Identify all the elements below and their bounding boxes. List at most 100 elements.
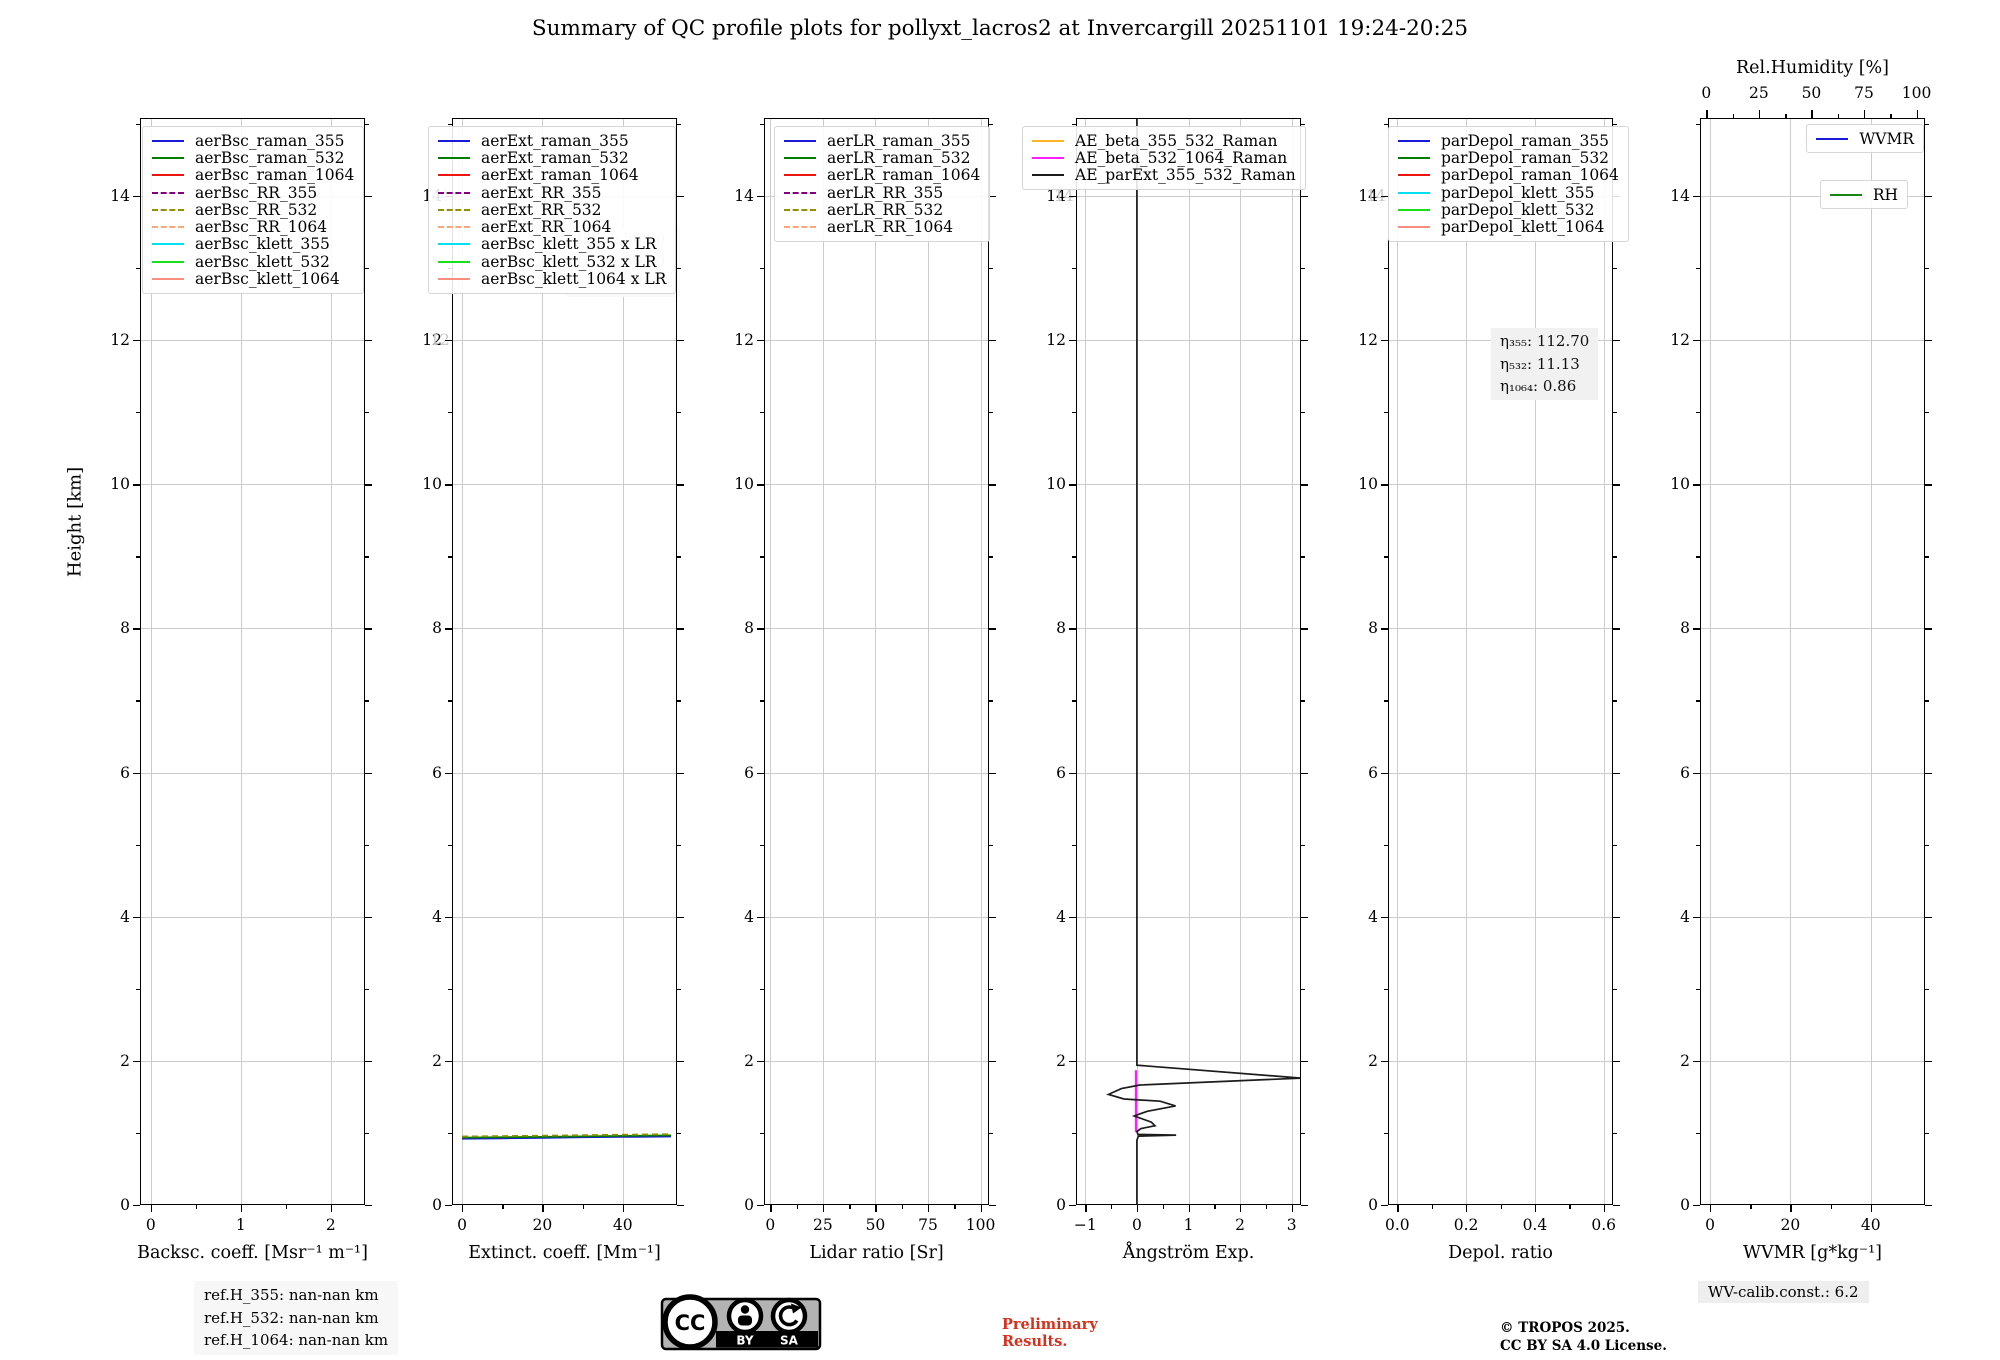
- series-line-aerExt_RR_532: [461, 1133, 672, 1138]
- legend-line-sample: [1032, 156, 1064, 159]
- gridline-v: [928, 118, 930, 1205]
- preliminary-line-2: Results.: [1002, 1333, 1068, 1351]
- tick-mark: [757, 772, 764, 774]
- gridline-h: [452, 1060, 677, 1062]
- panel-depol: 0 2 4 6 8 10 12 14 14 0.0 0.2 0.4 0.6 Depol. ratio par…: [1358, 118, 1629, 1263]
- ref-h-1064: ref.H_1064: nan-nan km: [204, 1331, 389, 1349]
- tick-mark: [989, 1205, 996, 1207]
- tick-mark: [1301, 1132, 1305, 1135]
- tick-mark: [1384, 700, 1388, 702]
- tick-mark: [1696, 988, 1700, 991]
- y-tick-label: 2: [1056, 1051, 1066, 1070]
- y-tick-label: 14: [110, 186, 130, 205]
- tick-mark: [1864, 110, 1866, 118]
- x-axis-label-wvmr: WVMR [g*kg⁻¹]: [1743, 1243, 1882, 1263]
- gridline-v: [1085, 118, 1087, 1205]
- tick-mark: [1381, 340, 1388, 342]
- tick-mark: [1301, 988, 1305, 991]
- tick-mark: [980, 1205, 982, 1212]
- gridline-h: [140, 340, 365, 341]
- tick-mark: [1162, 1205, 1165, 1209]
- tick-mark: [1693, 772, 1700, 774]
- gridline-h: [140, 1060, 365, 1062]
- tick-mark: [796, 1205, 798, 1209]
- legend-line-sample: [152, 260, 184, 263]
- tick-mark: [365, 844, 369, 846]
- tick-mark: [1085, 1205, 1087, 1212]
- tick-mark: [1069, 772, 1076, 774]
- legend-item: aerExt_raman_532: [438, 149, 666, 167]
- tick-mark: [365, 916, 372, 919]
- legend-label: aerBsc_RR_1064: [195, 218, 328, 237]
- tick-mark: [989, 267, 993, 270]
- legend-lidar_ratio: aerLR_raman_355 aerLR_raman_532 aerLR_rama…: [774, 126, 991, 242]
- tick-mark: [136, 412, 140, 414]
- tick-mark: [677, 916, 684, 919]
- tick-mark: [136, 556, 140, 558]
- tick-mark: [1265, 1205, 1268, 1209]
- tick-mark: [1925, 412, 1929, 414]
- legend-label: aerLR_raman_355: [827, 131, 971, 150]
- tick-mark: [1381, 195, 1388, 198]
- tick-mark: [1072, 123, 1076, 126]
- tick-mark: [133, 484, 140, 486]
- legend-label: aerBsc_klett_355 x LR: [481, 235, 657, 254]
- legend-line-sample: [1398, 191, 1430, 194]
- gridline-v: [822, 118, 824, 1205]
- legend-item: aerBsc_raman_355: [152, 132, 354, 150]
- y-tick-label: 0: [1680, 1196, 1690, 1214]
- tick-mark: [1384, 412, 1388, 414]
- tick-mark: [770, 1205, 772, 1212]
- y-tick-label: 0: [120, 1196, 130, 1214]
- y-tick-label: 10: [422, 475, 442, 494]
- tick-mark: [1916, 110, 1918, 118]
- x-tick-label: −1: [1073, 1216, 1097, 1234]
- tick-mark: [677, 700, 681, 702]
- gridline-h: [1700, 916, 1925, 918]
- eta-annotation-line: η₁₀₆₄: 0.86: [1500, 377, 1577, 395]
- tick-mark: [1069, 340, 1076, 342]
- tick-mark: [1696, 700, 1700, 702]
- legend-item: parDepol_klett_1064: [1398, 218, 1619, 236]
- tick-mark: [133, 340, 140, 342]
- x-tick-label: 25: [813, 1216, 833, 1234]
- y-tick-label: 14: [734, 186, 754, 205]
- tick-mark: [240, 1205, 243, 1212]
- legend-item: aerBsc_klett_1064 x LR: [438, 270, 667, 289]
- x-tick-label: 0: [1705, 1216, 1715, 1234]
- ghost-y-tick-label: 12: [430, 331, 450, 349]
- tick-mark: [365, 1060, 372, 1063]
- tick-mark: [136, 267, 140, 270]
- y-tick-label: 10: [1670, 475, 1690, 494]
- legend-label: parDepol_klett_532: [1441, 200, 1595, 219]
- tick-mark: [133, 628, 140, 630]
- tick-mark: [1613, 988, 1617, 991]
- gridline-v: [1790, 118, 1792, 1205]
- tick-mark: [1925, 844, 1929, 846]
- tick-mark: [1696, 844, 1700, 846]
- tick-mark: [1500, 1205, 1502, 1209]
- panel-extinction: 02468101214141202040Extinct. coeff. [Mm⁻…: [422, 118, 684, 1263]
- tick-mark: [1750, 1205, 1752, 1209]
- tick-mark: [757, 1205, 764, 1207]
- gridline-h: [1388, 916, 1613, 918]
- y-tick-label: 8: [744, 619, 754, 638]
- legend-label: aerLR_raman_532: [827, 148, 971, 167]
- tick-mark: [1466, 1205, 1468, 1212]
- tick-mark: [989, 556, 993, 558]
- y-tick-label: 14: [1670, 186, 1690, 205]
- tick-mark: [1301, 1060, 1308, 1063]
- legend-depol: parDepol_raman_355 parDepol_raman_532 parD…: [1388, 126, 1629, 242]
- tick-mark: [133, 772, 140, 774]
- tick-mark: [1613, 340, 1620, 342]
- legend-extinction: aerExt_raman_355 aerExt_raman_532 aerExt_r…: [428, 126, 677, 294]
- legend-label: aerBsc_klett_1064 x LR: [481, 270, 667, 289]
- legend-item: aerBsc_klett_355 x LR: [438, 235, 666, 254]
- tick-mark: [365, 412, 369, 414]
- y-tick-label: 10: [1046, 475, 1066, 494]
- y-tick-label: 6: [120, 763, 130, 782]
- gridline-v: [1870, 118, 1872, 1205]
- eta-calibration-annotation: η₃₅₅: 112.70 η₅₃₂: 11.13 η₁₀₆₄: 0.86: [1491, 328, 1599, 400]
- gridline-h: [1700, 340, 1925, 341]
- tick-mark: [757, 340, 764, 342]
